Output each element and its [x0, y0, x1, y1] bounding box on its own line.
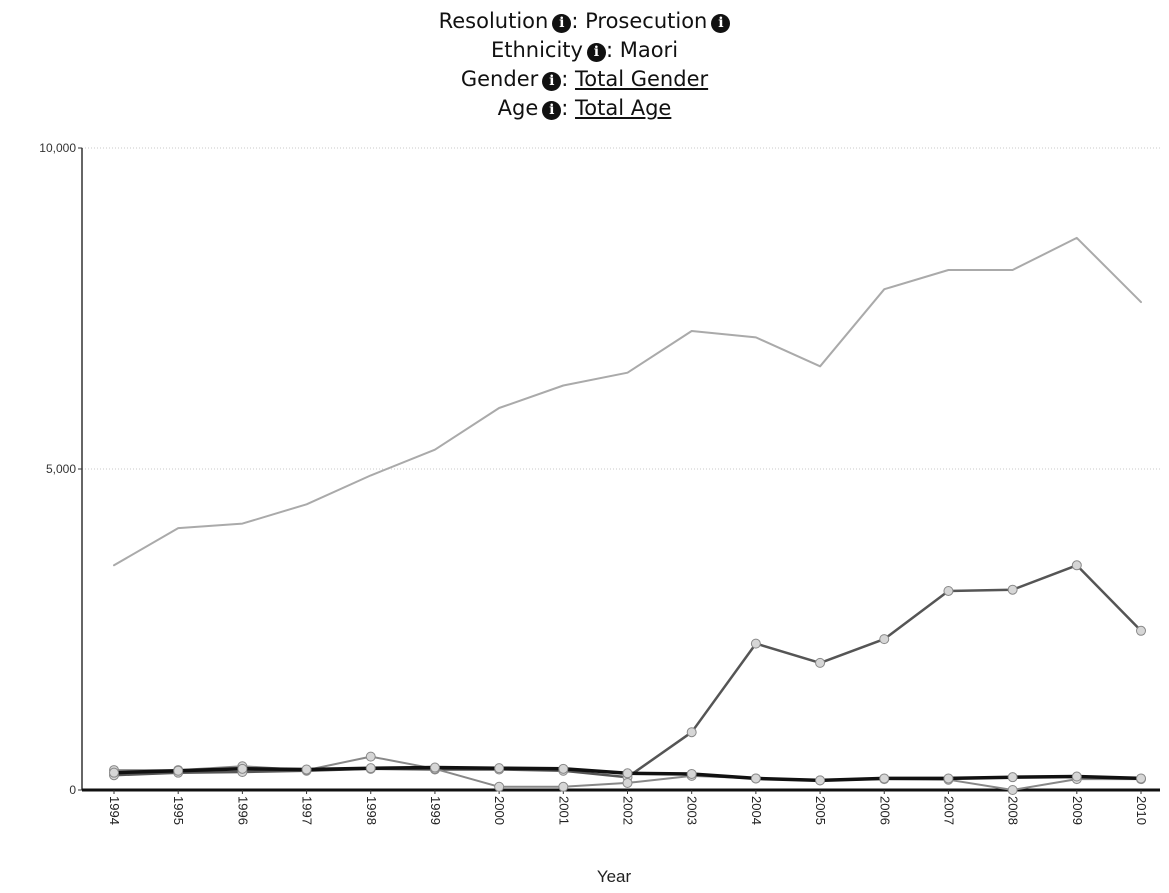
- y-tick-label: 10,000: [39, 141, 76, 155]
- data-point: [494, 781, 505, 792]
- x-tick-label: 1999: [428, 796, 443, 825]
- gender-label: Gender: [460, 67, 539, 91]
- series-2: [109, 560, 1146, 783]
- data-point: [1071, 771, 1082, 782]
- data-point: [109, 767, 119, 778]
- resolution-info-icon[interactable]: i: [552, 14, 572, 33]
- x-tick-label: 2008: [1006, 796, 1021, 825]
- resolution-line: Resolution i: Prosecution i: [0, 7, 1169, 36]
- x-tick-label: 1997: [300, 796, 315, 825]
- ethnicity-info-icon[interactable]: i: [586, 43, 606, 62]
- y-tick-label: 0: [69, 783, 76, 797]
- data-point: [750, 638, 761, 649]
- data-point: [365, 763, 376, 774]
- chart-header: Resolution i: Prosecution i Ethnicity i: Ma…: [0, 0, 1169, 123]
- data-point: [429, 762, 440, 773]
- series-line: [112, 564, 1143, 779]
- data-point: [1071, 560, 1082, 571]
- data-point: [1007, 785, 1018, 795]
- series-1: [113, 236, 1142, 567]
- age-info-icon[interactable]: i: [542, 101, 562, 120]
- data-point: [879, 773, 890, 784]
- data-point: [815, 775, 826, 786]
- gender-value-link[interactable]: Total Gender: [575, 67, 709, 91]
- x-tick-label: 1996: [235, 796, 250, 825]
- data-point: [1007, 584, 1018, 595]
- age-value-link[interactable]: Total Age: [575, 96, 672, 120]
- x-tick-label: 2003: [685, 796, 700, 825]
- data-point: [365, 751, 376, 762]
- data-point: [622, 768, 633, 779]
- data-point: [1007, 772, 1018, 783]
- x-tick-label: 2009: [1070, 796, 1085, 825]
- axis-labels: 0 5,000 10,000 1994 1995 1996 1997 1998 1999 2000…: [39, 141, 1149, 825]
- gender-info-icon[interactable]: i: [542, 72, 562, 91]
- data-point: [173, 765, 184, 776]
- resolution-label: Resolution: [438, 9, 549, 33]
- axes: [78, 147, 1160, 794]
- data-point: [237, 763, 248, 774]
- data-point: [943, 773, 954, 784]
- x-tick-label: 2006: [877, 796, 892, 825]
- series-lines: [109, 236, 1146, 795]
- ethnicity-value: Maori: [619, 38, 679, 62]
- y-tick-label: 5,000: [46, 462, 76, 476]
- gridlines: [82, 147, 1160, 470]
- data-point: [943, 585, 954, 596]
- data-point: [815, 657, 826, 668]
- x-axis-title: Year: [597, 867, 632, 886]
- data-point: [622, 777, 633, 788]
- gender-line: Gender i: Total Gender: [460, 67, 709, 91]
- ethnicity-line: Ethnicity i: Maori: [490, 38, 679, 62]
- x-tick-label: 2010: [1134, 796, 1149, 825]
- x-tick-label: 2001: [556, 796, 571, 825]
- x-tick-label: 2000: [492, 796, 507, 825]
- data-point: [686, 727, 697, 738]
- data-point: [301, 764, 312, 775]
- data-point: [1136, 773, 1146, 784]
- data-point: [686, 768, 697, 779]
- data-point: [494, 763, 505, 774]
- resolution-value: Prosecution: [585, 9, 708, 33]
- x-tick-label: 1994: [107, 796, 122, 825]
- age-label: Age: [497, 96, 539, 120]
- data-point: [879, 634, 890, 645]
- series-4: [109, 762, 1146, 786]
- data-point: [750, 773, 761, 784]
- prosecution-info-icon[interactable]: i: [711, 14, 731, 33]
- data-point: [558, 781, 569, 792]
- age-line: Age i: Total Age: [497, 96, 672, 120]
- x-tick-label: 2004: [749, 796, 764, 825]
- x-tick-label: 2007: [941, 796, 956, 825]
- x-tick-label: 2005: [813, 796, 828, 825]
- data-point: [558, 763, 569, 774]
- data-point: [1136, 625, 1146, 636]
- x-tick-label: 1998: [364, 796, 379, 825]
- x-tick-label: 1995: [171, 796, 186, 825]
- x-tick-label: 2002: [621, 796, 636, 825]
- ethnicity-label: Ethnicity: [490, 38, 583, 62]
- series-line: [113, 236, 1142, 567]
